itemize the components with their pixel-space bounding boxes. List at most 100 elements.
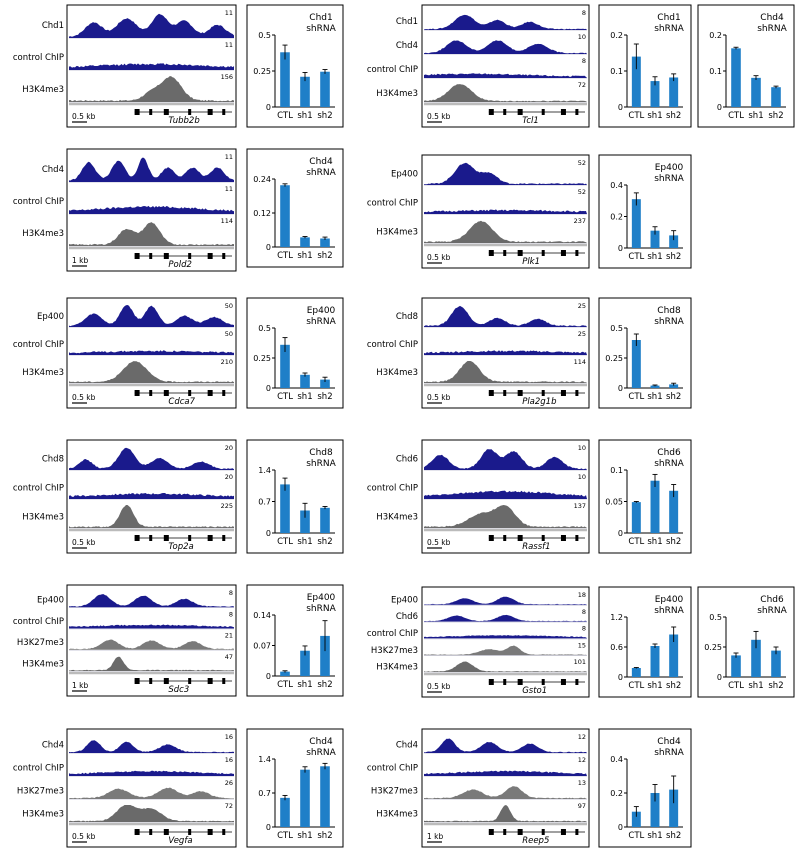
gene-exon: [149, 390, 153, 396]
gene-exon: [222, 535, 226, 541]
track-label: control ChIP: [367, 764, 418, 774]
track-label: H3K4me3: [376, 228, 418, 238]
track-max-value: 8: [229, 610, 233, 618]
gene-exon: [541, 829, 545, 835]
signal-track-chip: [69, 594, 234, 608]
gene-exon: [541, 109, 545, 115]
gene-exon: [163, 390, 169, 396]
bar-sh2: [320, 635, 330, 676]
track-label: Ep400: [37, 596, 64, 606]
bar-sh1: [300, 374, 310, 388]
bar-sh1: [751, 639, 761, 677]
signal-track-k4: [424, 805, 587, 822]
track-max-value: 156: [221, 73, 233, 81]
gene-exon: [134, 829, 140, 835]
x-tick-label: sh2: [317, 680, 332, 690]
gene-name: Sdc3: [168, 685, 189, 695]
scale-bar-label: 0.5 kb: [427, 682, 451, 691]
scale-bar-label: 0.5 kb: [427, 253, 451, 262]
gene-exon: [517, 390, 523, 396]
track-max-value: 12: [578, 733, 586, 741]
chart-subtitle: shRNA: [306, 24, 336, 34]
bar-sh1: [300, 510, 310, 533]
gene-exon: [541, 390, 545, 396]
bar-CTL: [631, 199, 641, 248]
signal-track-k4: [424, 84, 587, 102]
track-max-value: 8: [582, 57, 586, 65]
x-tick-label: sh2: [768, 111, 783, 121]
gene-exon: [560, 390, 566, 396]
gene-exon: [488, 390, 494, 396]
bar-sh1: [300, 76, 310, 107]
track-panel: [421, 4, 590, 128]
gene-name: Pold2: [168, 260, 192, 270]
gene-exon: [575, 109, 579, 115]
signal-track-k4: [69, 76, 234, 102]
track-label: Chd1: [396, 17, 418, 27]
x-tick-label: CTL: [628, 681, 644, 691]
y-tick-label: 0.12: [253, 209, 271, 218]
y-tick-label: 0.05: [605, 498, 623, 507]
signal-track-ctrl: [69, 493, 234, 499]
y-tick-label: 0: [618, 103, 623, 112]
signal-track-chip: [69, 447, 234, 470]
gene-exon: [503, 109, 507, 115]
track-max-value: 10: [578, 33, 586, 41]
x-tick-label: sh1: [748, 111, 763, 121]
signal-track-k27: [424, 786, 587, 799]
x-tick-label: sh1: [297, 392, 312, 402]
signal-track-chip: [424, 305, 587, 327]
signal-track-chip: [69, 740, 234, 753]
chart-subtitle: shRNA: [306, 459, 336, 469]
track-label: control ChIP: [13, 197, 64, 207]
x-tick-label: CTL: [277, 111, 293, 121]
track-max-value: 114: [574, 358, 586, 366]
gene-exon: [163, 253, 169, 259]
track-max-value: 11: [225, 41, 233, 49]
bar-CTL: [631, 56, 641, 107]
x-tick-label: sh2: [317, 111, 332, 121]
signal-track-chip: [69, 13, 234, 39]
x-tick-label: CTL: [628, 831, 644, 841]
gene-exon: [163, 678, 169, 684]
scale-bar-label: 1 kb: [427, 832, 443, 841]
scale-bar-label: 1 kb: [72, 256, 88, 265]
bar-chart-panel: [697, 586, 795, 698]
gene-exon: [149, 253, 153, 259]
signal-track-k27: [69, 787, 234, 799]
bar-CTL: [280, 52, 290, 107]
track-label: control ChIP: [367, 199, 418, 209]
gene-exon: [222, 829, 226, 835]
x-tick-label: sh1: [297, 680, 312, 690]
chart-subtitle: shRNA: [654, 24, 684, 34]
y-tick-label: 0.5: [610, 324, 623, 333]
bar-sh1: [300, 650, 310, 676]
track-max-value: 50: [225, 330, 233, 338]
x-tick-label: CTL: [277, 392, 293, 402]
gene-exon: [488, 535, 494, 541]
track-max-value: 50: [225, 302, 233, 310]
bar-sh1: [650, 793, 660, 827]
gene-exon: [207, 109, 213, 115]
y-tick-label: 0.1: [610, 466, 623, 475]
gene-exon: [488, 109, 494, 115]
chart-subtitle: shRNA: [306, 748, 336, 758]
chart-subtitle: shRNA: [654, 174, 684, 184]
x-tick-label: CTL: [628, 392, 644, 402]
track-max-value: 114: [221, 217, 233, 225]
bar-sh2: [669, 235, 679, 248]
bar-chart-panel: [246, 297, 344, 409]
track-label: H3K27me3: [371, 787, 418, 797]
gene-exon: [134, 253, 140, 259]
gene-exon: [503, 250, 507, 256]
x-tick-label: CTL: [628, 537, 644, 547]
track-max-value: 8: [582, 9, 586, 17]
gene-exon: [222, 109, 226, 115]
signal-track-chip: [424, 614, 587, 622]
track-max-value: 25: [578, 302, 586, 310]
track-label: Chd4: [42, 165, 64, 175]
y-tick-label: 0.5: [709, 613, 722, 622]
bar-chart-panel: [246, 439, 344, 554]
gene-name: Pla2g1b: [522, 397, 556, 407]
track-label: H3K4me3: [22, 85, 64, 95]
